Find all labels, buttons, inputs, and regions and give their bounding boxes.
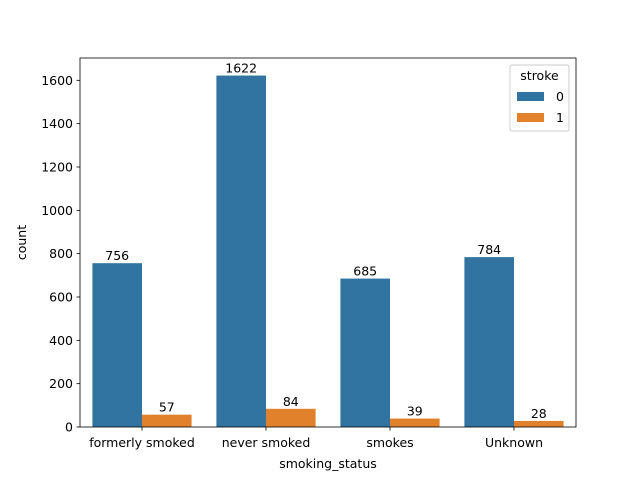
x-axis: formerly smoked never smoked smokes Unknown [89, 427, 543, 450]
bar-never-smoked-stroke-0 [216, 75, 266, 428]
legend-swatch-1 [517, 113, 544, 122]
legend-title: stroke [520, 68, 559, 83]
x-tick-label: formerly smoked [89, 435, 195, 450]
data-label: 784 [477, 242, 501, 257]
y-tick-label: 600 [49, 289, 73, 304]
legend-label-0: 0 [556, 89, 564, 104]
y-tick-label: 1400 [41, 116, 73, 131]
y-axis: 0 200 400 600 800 1000 1200 1400 1600 [41, 73, 80, 435]
bar-unknown-stroke-1 [514, 420, 564, 427]
bar-never-smoked-stroke-1 [266, 408, 316, 427]
data-label: 1622 [225, 61, 257, 76]
y-tick-label: 1200 [41, 159, 73, 174]
legend-swatch-0 [517, 92, 544, 101]
y-axis-label: count [14, 225, 29, 260]
y-tick-label: 800 [49, 246, 73, 261]
data-labels-group: 756 57 1622 84 685 39 784 28 [105, 61, 547, 421]
bar-smokes-stroke-1 [390, 418, 440, 427]
y-tick-label: 200 [49, 376, 73, 391]
bar-formerly-smoked-stroke-1 [142, 414, 192, 427]
y-tick-label: 0 [65, 420, 73, 435]
bar-unknown-stroke-0 [464, 257, 514, 427]
bars-group [92, 75, 564, 428]
plot-frame [79, 57, 577, 428]
x-tick-label: Unknown [485, 435, 543, 450]
legend: stroke 0 1 [509, 64, 570, 132]
y-tick-label: 400 [49, 333, 73, 348]
x-tick-label: never smoked [222, 435, 311, 450]
legend-label-1: 1 [556, 110, 564, 125]
y-tick-label: 1600 [41, 73, 73, 88]
x-tick-label: smokes [366, 435, 413, 450]
data-label: 28 [531, 406, 547, 421]
y-tick-label: 1000 [41, 203, 73, 218]
x-axis-label: smoking_status [279, 456, 377, 471]
data-label: 685 [353, 264, 377, 279]
bar-smokes-stroke-0 [340, 278, 390, 427]
bar-formerly-smoked-stroke-0 [92, 263, 142, 427]
data-label: 84 [283, 394, 299, 409]
data-label: 57 [159, 400, 175, 415]
data-label: 756 [105, 248, 129, 263]
data-label: 39 [407, 404, 423, 419]
